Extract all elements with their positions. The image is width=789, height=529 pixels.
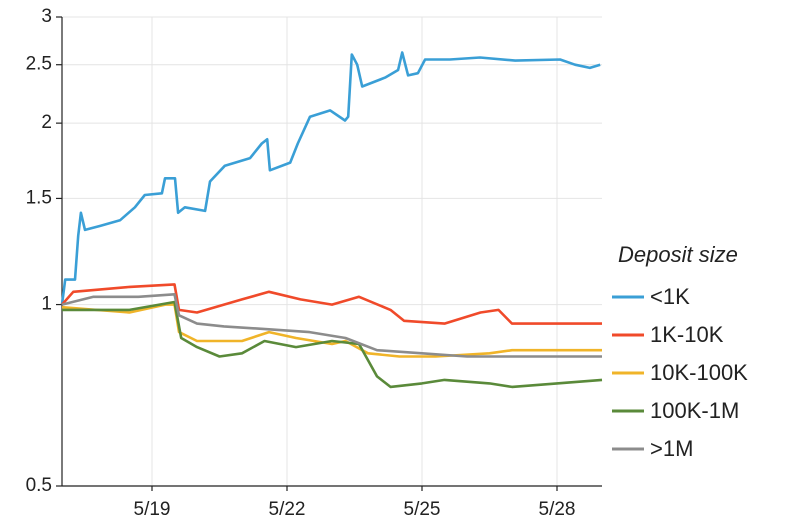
legend-label: <1K (650, 284, 690, 309)
legend-title: Deposit size (618, 242, 738, 267)
y-tick-label: 0.5 (26, 475, 52, 496)
y-tick-label: 1 (41, 294, 52, 315)
x-tick-label: 5/22 (269, 499, 306, 520)
series-line (61, 293, 602, 358)
y-tick-label: 3 (41, 6, 52, 27)
y-tick-label: 2.5 (26, 54, 52, 75)
legend-label: >1M (650, 436, 693, 461)
legend-label: 1K-10K (650, 322, 724, 347)
legend-label: 10K-100K (650, 360, 748, 385)
y-tick-label: 2 (41, 112, 52, 133)
series-line (61, 303, 602, 358)
x-tick-label: 5/19 (134, 499, 171, 520)
series-line (61, 283, 602, 325)
y-tick-label: 1.5 (26, 187, 52, 208)
series-line (62, 300, 603, 389)
legend-label: 100K-1M (650, 398, 739, 423)
series-line (60, 51, 601, 305)
x-tick-label: 5/28 (539, 499, 576, 520)
x-tick-label: 5/25 (404, 499, 441, 520)
